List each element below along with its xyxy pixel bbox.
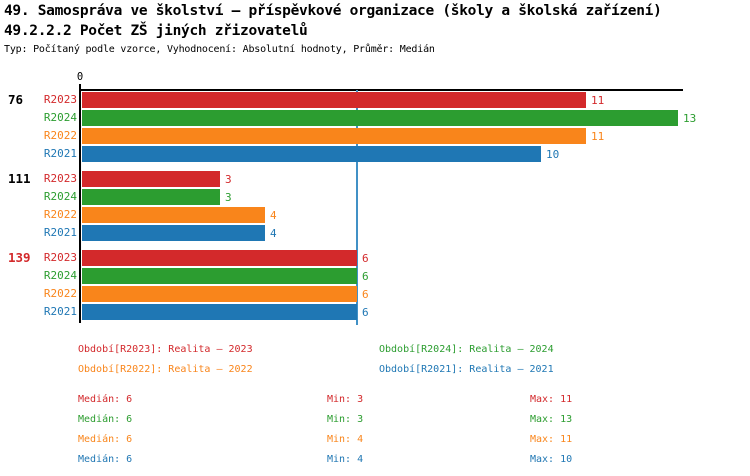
series-row-label: R2022 xyxy=(43,129,77,142)
series-row-label: R2023 xyxy=(43,251,77,264)
stat-min-r2022: Min: 4 xyxy=(327,434,364,445)
stat-median-r2021: Medián: 6 xyxy=(78,454,133,465)
bar-value-label: 3 xyxy=(225,191,232,204)
legend-item-r2024: Období[R2024]: Realita – 2024 xyxy=(379,344,554,355)
bar-value-label: 6 xyxy=(362,270,369,283)
series-row-label: R2024 xyxy=(43,111,77,124)
series-row-label: R2022 xyxy=(43,287,77,300)
report-indicator-title: 49.2.2.2 Počet ZŠ jiných zřizovatelů xyxy=(4,23,308,39)
stat-max-r2023: Max: 11 xyxy=(530,394,573,405)
report-title: 49. Samospráva ve školství – příspěvkové… xyxy=(4,3,662,19)
bar-value-label: 13 xyxy=(683,112,697,125)
stat-median-r2022: Medián: 6 xyxy=(78,434,133,445)
bar-chart: 0 76 R2023 11 R2024 13 R2022 11 R2021 10 111 R2023 3… xyxy=(8,71,697,325)
stat-min-r2023: Min: 3 xyxy=(327,394,364,405)
series-row-label: R2022 xyxy=(43,208,77,221)
bar-value-label: 10 xyxy=(546,148,560,161)
bar-r2024 xyxy=(82,110,678,126)
bar-r2021 xyxy=(82,304,357,320)
bar-value-label: 6 xyxy=(362,306,369,319)
y-axis-line xyxy=(79,84,81,323)
bar-r2023 xyxy=(82,250,357,266)
series-row-label: R2023 xyxy=(43,172,77,185)
legend-item-r2021: Období[R2021]: Realita – 2021 xyxy=(379,364,554,375)
series-row-label: R2021 xyxy=(43,305,77,318)
bar-r2023 xyxy=(82,171,220,187)
bar-value-label: 4 xyxy=(270,209,277,222)
series-row-label: R2024 xyxy=(43,190,77,203)
stat-max-r2022: Max: 11 xyxy=(530,434,573,445)
group-label: 76 xyxy=(8,92,24,107)
stat-min-r2024: Min: 3 xyxy=(327,414,364,425)
bar-r2022 xyxy=(82,128,586,144)
bar-value-label: 6 xyxy=(362,288,369,301)
bar-r2021 xyxy=(82,146,541,162)
bar-r2021 xyxy=(82,225,265,241)
x-axis-line xyxy=(80,89,683,91)
bar-r2023 xyxy=(82,92,586,108)
group-label: 139 xyxy=(8,250,31,265)
report-meta: Typ: Počítaný podle vzorce, Vyhodnocení:… xyxy=(4,44,435,55)
stat-max-r2024: Max: 13 xyxy=(530,414,573,425)
chart-stats: Medián: 6 Min: 3 Max: 11 Medián: 6 Min: 3 Max… xyxy=(0,388,750,473)
series-row-label: R2024 xyxy=(43,269,77,282)
stat-max-r2021: Max: 10 xyxy=(530,454,573,465)
bar-r2024 xyxy=(82,268,357,284)
stat-median-r2023: Medián: 6 xyxy=(78,394,133,405)
median-line xyxy=(356,90,358,325)
stat-median-r2024: Medián: 6 xyxy=(78,414,133,425)
legend-item-r2022: Období[R2022]: Realita – 2022 xyxy=(78,364,253,375)
group-label: 111 xyxy=(8,171,31,186)
stat-min-r2021: Min: 4 xyxy=(327,454,364,465)
bar-value-label: 11 xyxy=(591,130,605,143)
bar-r2024 xyxy=(82,189,220,205)
bar-value-label: 3 xyxy=(225,173,232,186)
series-row-label: R2023 xyxy=(43,93,77,106)
series-row-label: R2021 xyxy=(43,147,77,160)
bar-value-label: 4 xyxy=(270,227,277,240)
x-axis-origin-label: 0 xyxy=(76,71,84,83)
series-row-label: R2021 xyxy=(43,226,77,239)
bar-value-label: 6 xyxy=(362,252,369,265)
chart-legend: Období[R2023]: Realita – 2023 Období[R202… xyxy=(0,338,750,380)
bar-r2022 xyxy=(82,207,265,223)
bar-r2022 xyxy=(82,286,357,302)
bar-value-label: 11 xyxy=(591,94,605,107)
legend-item-r2023: Období[R2023]: Realita – 2023 xyxy=(78,344,253,355)
